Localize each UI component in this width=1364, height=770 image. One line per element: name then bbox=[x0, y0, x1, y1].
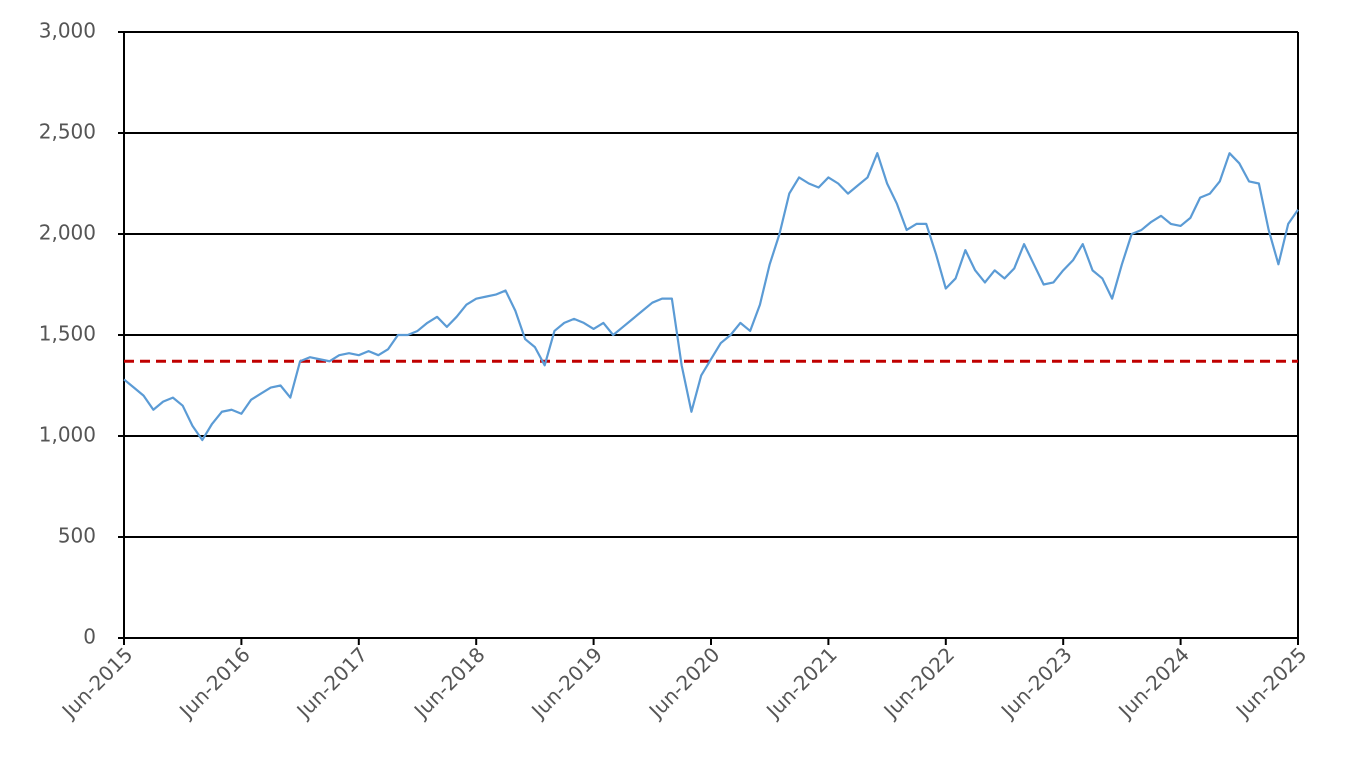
x-tick-label: Jun-2022 bbox=[878, 642, 960, 724]
x-tick-label: Jun-2018 bbox=[408, 642, 490, 724]
y-tick-label: 1,000 bbox=[39, 423, 96, 447]
y-tick-label: 500 bbox=[58, 524, 96, 548]
y-tick-label: 2,000 bbox=[39, 221, 96, 245]
series-line bbox=[123, 152, 1299, 442]
x-tick-label: Jun-2020 bbox=[643, 642, 725, 724]
x-tick-label: Jun-2023 bbox=[995, 642, 1077, 724]
y-tick-label: 0 bbox=[83, 625, 96, 649]
y-tick-label: 2,500 bbox=[39, 120, 96, 144]
y-tick-label: 1,500 bbox=[39, 322, 96, 346]
x-tick-label: Jun-2015 bbox=[56, 642, 138, 724]
x-tick-label: Jun-2021 bbox=[760, 642, 842, 724]
x-tick-label: Jun-2024 bbox=[1112, 642, 1194, 724]
x-tick-label: Jun-2016 bbox=[173, 642, 255, 724]
x-tick-label: Jun-2025 bbox=[1230, 642, 1312, 724]
y-tick-label: 3,000 bbox=[39, 19, 96, 43]
x-tick-label: Jun-2017 bbox=[291, 642, 373, 724]
x-tick-label: Jun-2019 bbox=[525, 642, 607, 724]
